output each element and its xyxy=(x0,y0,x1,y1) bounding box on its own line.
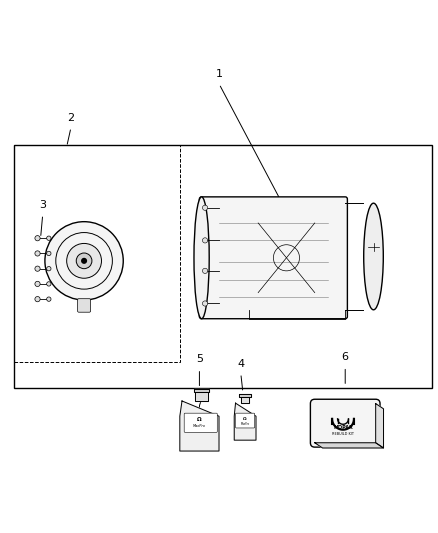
Polygon shape xyxy=(241,397,250,403)
Text: MaxPro: MaxPro xyxy=(240,422,250,426)
Text: 1: 1 xyxy=(215,69,223,79)
Circle shape xyxy=(35,236,40,241)
Circle shape xyxy=(47,266,51,271)
FancyBboxPatch shape xyxy=(199,197,347,319)
Circle shape xyxy=(35,296,40,302)
Circle shape xyxy=(81,258,87,264)
Text: 3: 3 xyxy=(39,200,46,210)
Circle shape xyxy=(202,238,208,243)
FancyBboxPatch shape xyxy=(311,399,380,447)
FancyBboxPatch shape xyxy=(236,413,254,428)
Text: MaxPro: MaxPro xyxy=(193,424,206,428)
Circle shape xyxy=(202,301,208,306)
Circle shape xyxy=(35,251,40,256)
Ellipse shape xyxy=(194,197,209,319)
Polygon shape xyxy=(234,403,256,440)
Ellipse shape xyxy=(364,203,383,310)
Circle shape xyxy=(47,251,51,256)
FancyBboxPatch shape xyxy=(184,413,217,432)
Text: 6: 6 xyxy=(342,352,349,362)
Circle shape xyxy=(35,281,40,287)
Circle shape xyxy=(202,205,208,211)
Circle shape xyxy=(45,222,123,300)
Circle shape xyxy=(47,282,51,286)
Text: MOPAR: MOPAR xyxy=(333,425,353,430)
Circle shape xyxy=(67,244,102,278)
Circle shape xyxy=(35,266,40,271)
Text: REBUILD KIT: REBUILD KIT xyxy=(332,432,354,436)
Polygon shape xyxy=(315,443,384,448)
Polygon shape xyxy=(194,389,209,392)
Circle shape xyxy=(202,268,208,273)
Text: Ω: Ω xyxy=(197,417,202,422)
Text: Ω: Ω xyxy=(243,417,247,421)
Circle shape xyxy=(47,236,51,240)
Polygon shape xyxy=(180,401,219,451)
Text: 2: 2 xyxy=(67,113,74,123)
Circle shape xyxy=(76,253,92,269)
Polygon shape xyxy=(376,403,384,448)
FancyBboxPatch shape xyxy=(78,298,91,312)
Circle shape xyxy=(47,297,51,301)
Text: 4: 4 xyxy=(237,359,244,369)
Text: 5: 5 xyxy=(196,354,203,365)
Polygon shape xyxy=(195,392,208,401)
Polygon shape xyxy=(240,393,251,397)
